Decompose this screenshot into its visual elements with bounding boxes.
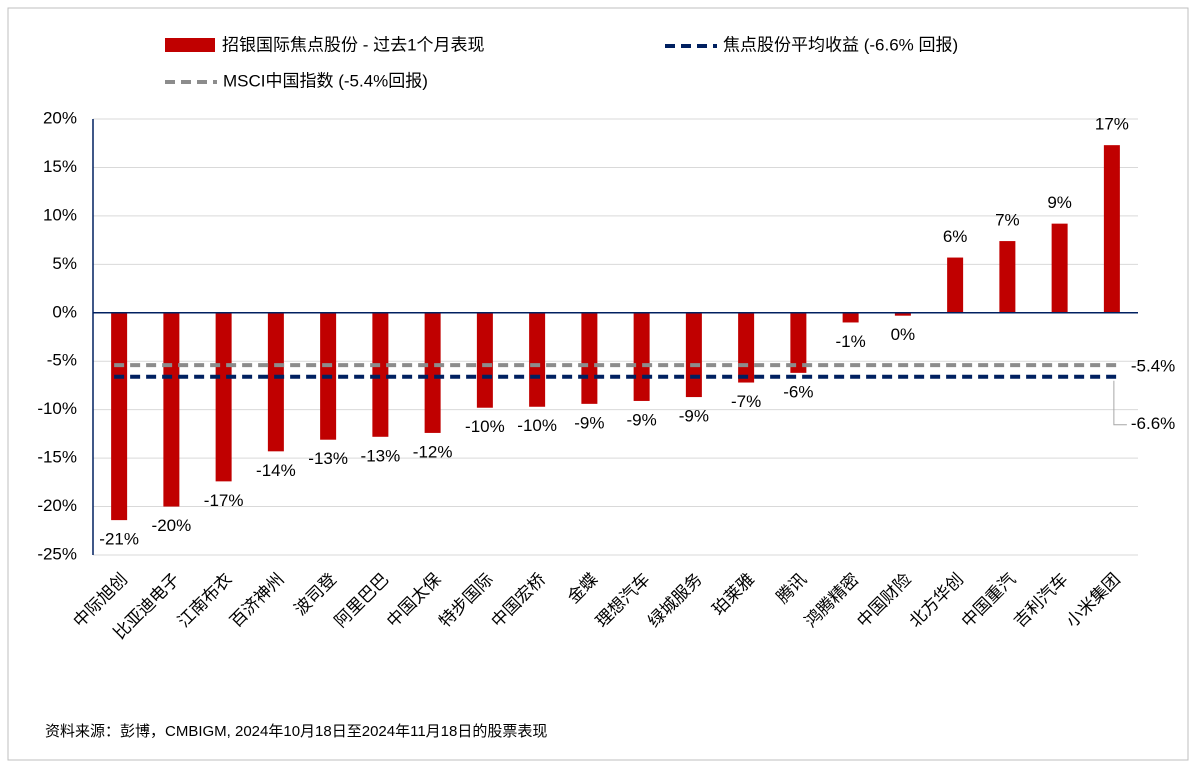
x-tick-label: 小米集团 [1062,570,1124,632]
bar [215,312,232,482]
x-tick-label: 北方华创 [906,570,968,632]
y-tick-label: 15% [43,157,77,176]
data-label: 9% [1047,193,1072,212]
data-label: -9% [574,413,604,432]
y-tick-label: 0% [52,302,77,321]
data-label: -13% [361,446,401,465]
data-label: -17% [204,491,244,510]
data-label: -21% [99,530,139,549]
y-tick-label: -5% [47,351,77,370]
x-tick-label: 中国太保 [383,570,445,632]
bar [581,312,598,404]
data-label: -14% [256,461,296,480]
x-tick-label: 理想汽车 [592,570,654,632]
data-label: -12% [413,442,453,461]
legend-label: 招银国际焦点股份 - 过去1个月表现 [222,35,485,54]
legend-label: 焦点股份平均收益 (-6.6% 回报) [723,35,958,54]
data-label: -9% [679,407,709,426]
legend-swatch [165,38,215,52]
frame [7,7,1189,761]
bar [424,312,441,433]
x-tick-label: 中国重汽 [958,570,1020,632]
y-tick-label: -10% [37,399,77,418]
bar [111,312,128,521]
reference-label: -5.4% [1131,357,1175,376]
bar [894,312,911,316]
bar [633,312,650,401]
bar [372,312,389,437]
data-label: -6% [783,382,813,401]
data-label: -7% [731,392,761,411]
x-tick-label: 中国财险 [853,570,915,632]
legend-label: MSCI中国指数 (-5.4%回报) [223,71,428,90]
bar [163,312,180,507]
bar [529,312,546,407]
data-label: -13% [308,449,348,468]
data-label: -10% [517,416,557,435]
reference-label: -6.6% [1131,414,1175,433]
x-tick-label: 鸿腾精密 [801,570,863,632]
x-tick-label: 腾讯 [773,570,810,607]
x-tick-label: 江南布衣 [174,570,236,632]
data-label: -20% [152,516,192,535]
leader-line [1113,380,1127,426]
bar [1103,145,1120,313]
bar [999,241,1016,313]
bar [842,312,859,323]
y-tick-label: -25% [37,544,77,563]
data-label: 7% [995,211,1020,230]
bar [685,312,702,398]
bar [738,312,755,383]
bar [476,312,493,408]
x-tick-label: 特步国际 [435,570,497,632]
y-tick-label: 5% [52,254,77,273]
x-tick-label: 珀莱雅 [709,570,758,619]
bar [1051,223,1068,313]
x-tick-label: 百济神州 [226,570,288,632]
data-label: -1% [836,332,866,351]
data-label: 6% [943,227,968,246]
bar [947,257,964,313]
x-tick-label: 阿里巴巴 [331,570,393,632]
x-tick-label: 绿城服务 [644,570,706,632]
y-tick-label: 20% [43,108,77,127]
y-tick-label: -20% [37,496,77,515]
x-tick-label: 波司登 [291,570,340,619]
data-label: -9% [627,410,657,429]
data-label: 17% [1095,115,1129,134]
data-label: -10% [465,417,505,436]
y-tick-label: -15% [37,448,77,467]
source-note: 资料来源：彭博，CMBIGM, 2024年10月18日至2024年11月18日的… [45,723,547,740]
bar [267,312,284,452]
x-tick-label: 中国宏桥 [488,570,550,632]
x-tick-label: 金蝶 [564,570,601,607]
x-tick-label: 吉利汽车 [1010,570,1072,632]
bar [790,312,807,373]
y-tick-label: 10% [43,205,77,224]
data-label: 0% [891,325,916,344]
